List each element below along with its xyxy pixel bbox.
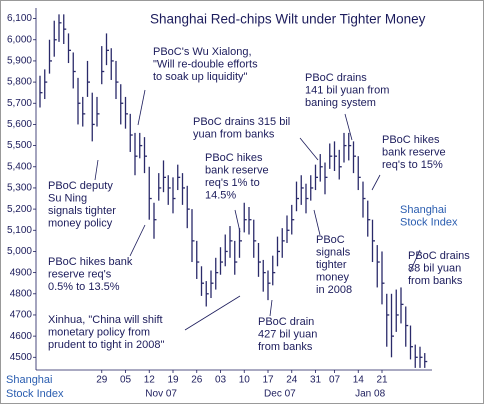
annotation: req's to 15% xyxy=(382,159,443,171)
x-tick-label: 24 xyxy=(286,375,298,386)
chart-title: Shanghai Red-chips Wilt under Tighter Mo… xyxy=(150,12,426,27)
annotation: PBoC xyxy=(316,234,345,246)
month-label: Dec 07 xyxy=(264,389,296,400)
annotation: 141 bil yuan from xyxy=(305,84,389,96)
annotation: signals tighter xyxy=(48,205,116,217)
x-tick-label: 03 xyxy=(215,375,227,386)
annotation: req's 1% to xyxy=(205,177,260,189)
pointer xyxy=(184,295,241,331)
annotation: "Will re-double efforts xyxy=(153,58,258,70)
annotation: Xinhua, "China will shift xyxy=(48,314,163,326)
annotation: 427 bil yuan xyxy=(258,328,317,340)
x-tick-label: 05 xyxy=(120,375,132,386)
annotation: PBoC's Wu Xialong, xyxy=(153,46,252,58)
x-tick-label: 29 xyxy=(96,375,108,386)
annotation: PBoC drains xyxy=(408,250,470,262)
annotation: money xyxy=(316,271,350,283)
x-tick-label: 19 xyxy=(167,375,179,386)
pointer xyxy=(129,224,146,257)
annotation: 0.5% to 13.5% xyxy=(48,281,120,293)
annotation: baning system xyxy=(305,97,376,109)
y-tick-label: 5,900 xyxy=(7,56,32,67)
annotation: yuan from banks xyxy=(193,128,275,140)
y-tick-label: 6,000 xyxy=(7,34,32,45)
annotation: PBoC hikes xyxy=(382,134,440,146)
annotation: Su Ning xyxy=(48,192,87,204)
annotation: PBoC drain xyxy=(258,316,314,328)
y-tick-label: 5,400 xyxy=(7,161,32,172)
y-tick-label: 6,100 xyxy=(7,13,32,24)
annotation: bank reserve xyxy=(382,146,446,158)
annotation: in 2008 xyxy=(316,284,352,296)
y-tick-label: 5,700 xyxy=(7,98,32,109)
y-tick-label: 4800 xyxy=(10,288,33,299)
x-tick-label: 10 xyxy=(239,375,251,386)
pointer xyxy=(94,159,99,181)
annotation: 88 bil yuan xyxy=(408,262,461,274)
month-label: Nov 07 xyxy=(145,389,177,400)
x-tick-label: 31 xyxy=(310,375,322,386)
pointer xyxy=(137,89,146,126)
y-tick-label: 5,100 xyxy=(7,225,32,236)
axis-label: Shanghai xyxy=(6,374,53,386)
y-tick-label: 5,300 xyxy=(7,183,32,194)
annotation: tighter xyxy=(316,259,347,271)
x-tick-label: 14 xyxy=(353,375,365,386)
y-tick-label: 5,500 xyxy=(7,140,32,151)
y-tick-label: 4600 xyxy=(10,331,33,342)
annotation: Stock Index xyxy=(400,216,458,228)
pointer xyxy=(313,209,321,236)
pointer xyxy=(371,174,381,191)
annotation: from banks xyxy=(258,341,313,353)
y-tick-label: 5,800 xyxy=(7,77,32,88)
pointer xyxy=(269,299,273,317)
x-tick-label: 12 xyxy=(144,375,156,386)
pointer xyxy=(344,113,353,141)
axis-label: Stock Index xyxy=(6,388,64,400)
annotation: PBoC drains 315 bil xyxy=(193,116,290,128)
annotation: signals xyxy=(316,246,351,258)
x-tick-label: 26 xyxy=(191,375,203,386)
x-tick-label: 07 xyxy=(329,375,341,386)
annotation: reserve req's xyxy=(48,268,112,280)
y-tick-label: 5,000 xyxy=(7,246,32,257)
annotation: money policy xyxy=(48,217,113,229)
month-label: Jan 08 xyxy=(355,389,385,400)
y-tick-label: 4500 xyxy=(10,352,33,363)
y-tick-label: 4700 xyxy=(10,310,33,321)
annotation: PBoC hikes bank xyxy=(48,256,133,268)
annotation: prudent to tight in 2008" xyxy=(48,339,165,351)
annotation: Shanghai xyxy=(400,204,447,216)
annotation: monetary policy from xyxy=(48,326,150,338)
pointer xyxy=(299,137,319,161)
x-tick-label: 17 xyxy=(262,375,274,386)
x-tick-label: 21 xyxy=(376,375,388,386)
annotation: from banks xyxy=(408,275,463,287)
annotation: bank reserve xyxy=(205,164,269,176)
annotation: 14.5% xyxy=(205,189,236,201)
annotation: PBoC drains xyxy=(305,72,367,84)
y-tick-label: 5,600 xyxy=(7,119,32,130)
annotation: PBoC hikes xyxy=(205,152,263,164)
annotation: PBoC deputy xyxy=(48,180,113,192)
annotation: to soak up liquidity" xyxy=(153,71,247,83)
pointer xyxy=(409,249,421,273)
y-tick-label: 4900 xyxy=(10,267,33,278)
y-tick-label: 5,200 xyxy=(7,204,32,215)
